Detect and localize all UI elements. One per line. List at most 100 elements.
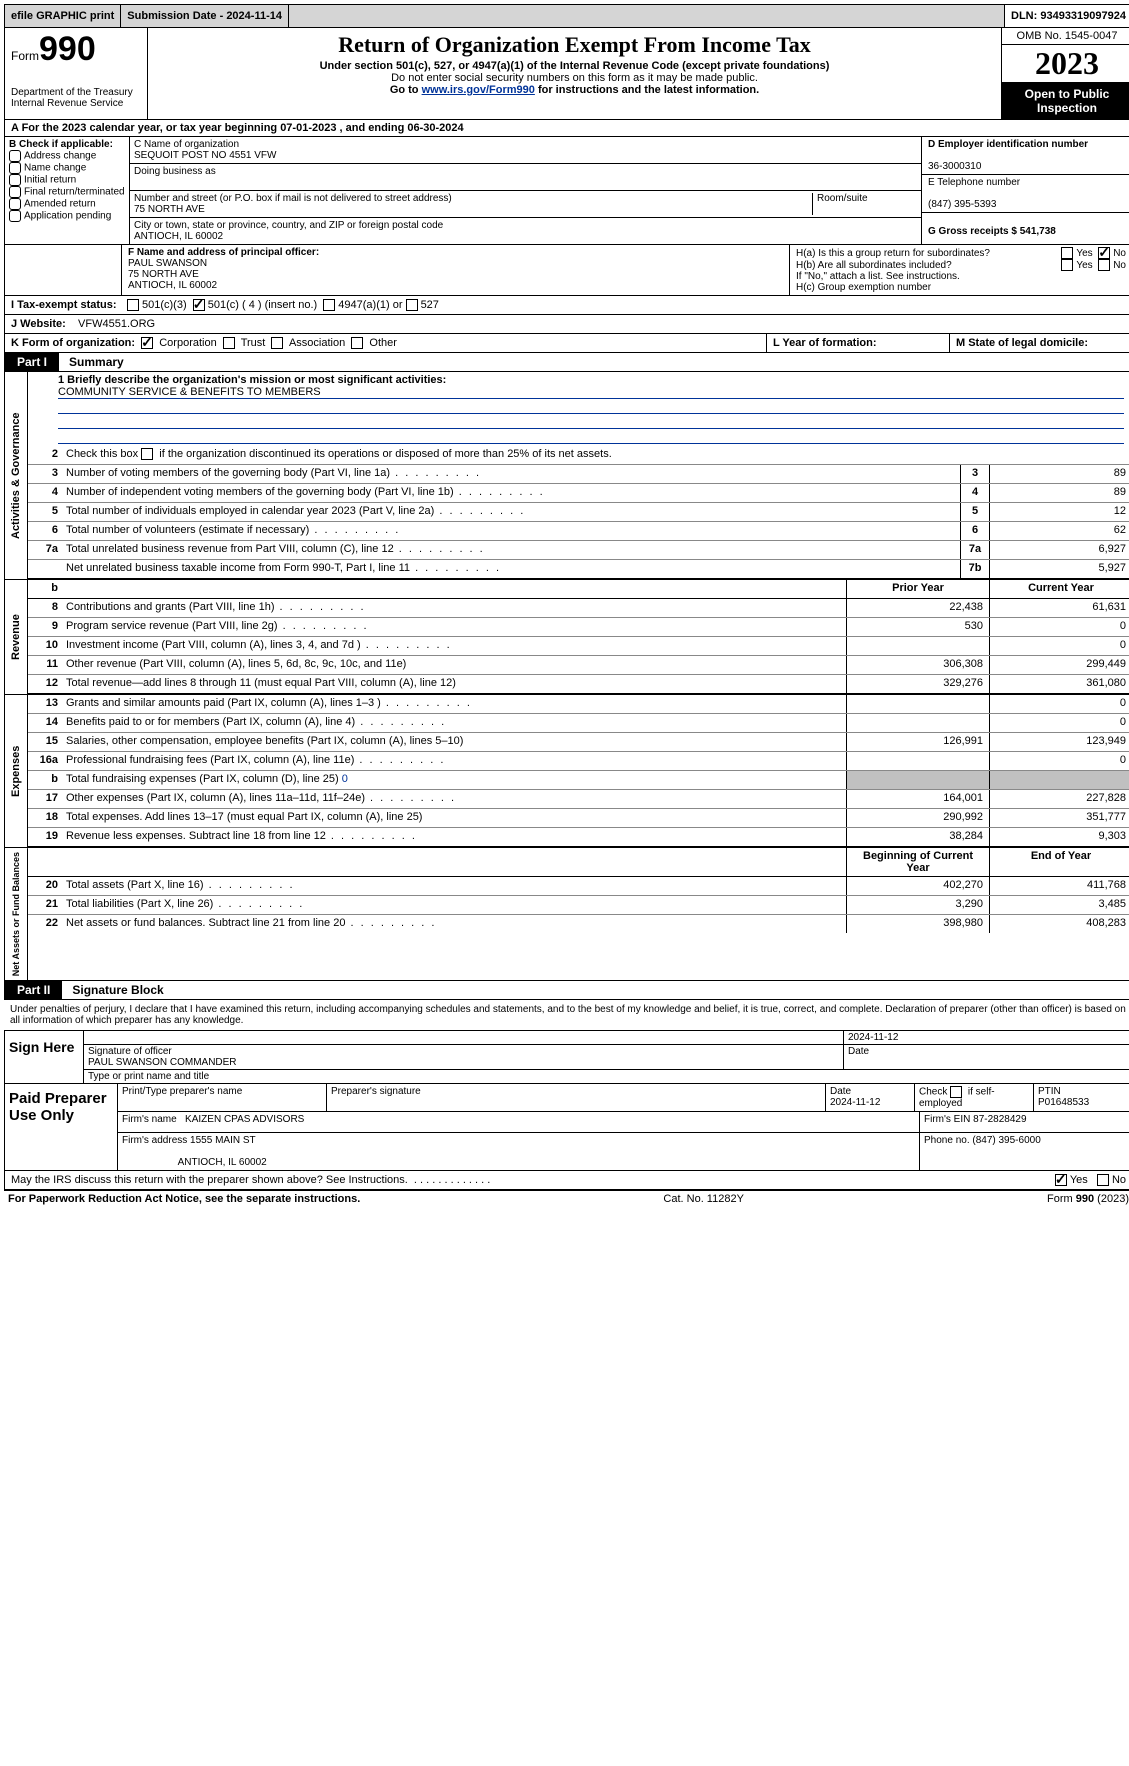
mission-line2	[58, 399, 1124, 414]
l-label: L Year of formation:	[773, 337, 877, 349]
chk-4947[interactable]	[323, 299, 335, 311]
p15: 126,991	[846, 733, 989, 751]
p12: 329,276	[846, 675, 989, 693]
chk-l2[interactable]	[141, 448, 153, 460]
topbar: efile GRAPHIC print Submission Date - 20…	[4, 4, 1129, 28]
lbl-name-change: Name change	[24, 163, 86, 174]
sig-officer-label: Signature of officer	[88, 1046, 172, 1057]
p9: 530	[846, 618, 989, 636]
vtab-expenses: Expenses	[5, 695, 28, 847]
block-b: B Check if applicable: Address change Na…	[5, 137, 130, 244]
i-label: I Tax-exempt status:	[11, 299, 127, 311]
p19: 38,284	[846, 828, 989, 846]
c19: 9,303	[989, 828, 1129, 846]
type-name-label: Type or print name and title	[84, 1070, 1129, 1083]
chk-amended[interactable]	[9, 198, 21, 210]
c13: 0	[989, 695, 1129, 713]
l20: Total assets (Part X, line 16)	[62, 877, 846, 895]
chk-501c[interactable]	[193, 299, 205, 311]
chk-name-change[interactable]	[9, 162, 21, 174]
chk-assoc[interactable]	[271, 337, 283, 349]
discuss-no[interactable]	[1097, 1174, 1109, 1186]
part2-title: Signature Block	[62, 981, 173, 999]
room-label: Room/suite	[817, 193, 868, 204]
block-k: K Form of organization: Corporation Trus…	[5, 334, 766, 352]
c18: 351,777	[989, 809, 1129, 827]
p17: 164,001	[846, 790, 989, 808]
block-h: H(a) Is this a group return for subordin…	[790, 245, 1129, 295]
lbl-app-pending: Application pending	[24, 211, 111, 222]
dln: DLN: 93493319097924	[1005, 5, 1129, 27]
chk-other[interactable]	[351, 337, 363, 349]
prep-firm-addr: Firm's address 1555 MAIN ST ANTIOCH, IL …	[118, 1133, 920, 1170]
current-year-head: Current Year	[989, 580, 1129, 598]
chk-initial-return[interactable]	[9, 174, 21, 186]
block-l: L Year of formation:	[766, 334, 949, 352]
header-right: OMB No. 1545-0047 2023 Open to Public In…	[1002, 28, 1129, 119]
l6: Total number of volunteers (estimate if …	[62, 522, 960, 540]
org-name: SEQUOIT POST NO 4551 VFW	[134, 150, 276, 161]
hb-note: If "No," attach a list. See instructions…	[796, 271, 1126, 282]
c16b	[989, 771, 1129, 789]
l16b-link[interactable]: 0	[342, 773, 348, 785]
ha-no[interactable]	[1098, 247, 1110, 259]
tax-year: 2023	[1002, 45, 1129, 83]
p21: 3,290	[846, 896, 989, 914]
chk-501c3[interactable]	[127, 299, 139, 311]
ha-yes[interactable]	[1061, 247, 1073, 259]
prep-c5: PTINP01648533	[1034, 1084, 1129, 1111]
l5: Total number of individuals employed in …	[62, 503, 960, 521]
officer-city: ANTIOCH, IL 60002	[128, 280, 217, 291]
l13: Grants and similar amounts paid (Part IX…	[62, 695, 846, 713]
sign-date: 2024-11-12	[848, 1032, 898, 1043]
expenses-block: Expenses 13Grants and similar amounts pa…	[4, 695, 1129, 848]
l1-label: 1 Briefly describe the organization's mi…	[58, 374, 446, 386]
lbl-501c: 501(c) ( 4 ) (insert no.)	[208, 299, 317, 311]
part2-header: Part II Signature Block	[4, 981, 1129, 1000]
c21: 3,485	[989, 896, 1129, 914]
hb-yes[interactable]	[1061, 259, 1073, 271]
footer-left: For Paperwork Reduction Act Notice, see …	[8, 1193, 360, 1205]
lbl-corp: Corporation	[159, 337, 216, 349]
chk-corp[interactable]	[141, 337, 153, 349]
m-label: M State of legal domicile:	[956, 337, 1088, 349]
form990-link[interactable]: www.irs.gov/Form990	[422, 84, 535, 96]
c15: 123,949	[989, 733, 1129, 751]
block-f: F Name and address of principal officer:…	[122, 245, 790, 295]
discuss-yes[interactable]	[1055, 1174, 1067, 1186]
form-subtitle-2: Do not enter social security numbers on …	[154, 72, 995, 84]
p16b	[846, 771, 989, 789]
fh-row: F Name and address of principal officer:…	[4, 245, 1129, 296]
vtab-revenue: Revenue	[5, 580, 28, 694]
hb-label: H(b) Are all subordinates included?	[796, 260, 1061, 271]
block-c: C Name of organization SEQUOIT POST NO 4…	[130, 137, 922, 244]
omb-number: OMB No. 1545-0047	[1002, 28, 1129, 45]
l22: Net assets or fund balances. Subtract li…	[62, 915, 846, 933]
hb-no[interactable]	[1098, 259, 1110, 271]
chk-527[interactable]	[406, 299, 418, 311]
vtab-governance: Activities & Governance	[5, 372, 28, 579]
chk-final-return[interactable]	[9, 186, 21, 198]
section-a: A For the 2023 calendar year, or tax yea…	[4, 120, 1129, 137]
efile-print-button[interactable]: efile GRAPHIC print	[5, 5, 121, 27]
footer-mid: Cat. No. 11282Y	[663, 1193, 744, 1205]
sign-here-label: Sign Here	[5, 1031, 84, 1083]
chk-address-change[interactable]	[9, 150, 21, 162]
discuss-row: May the IRS discuss this return with the…	[4, 1171, 1129, 1190]
sign-here-table: Sign Here 2024-11-12 Signature of office…	[4, 1030, 1129, 1084]
irs-label: Internal Revenue Service	[11, 98, 141, 109]
chk-trust[interactable]	[223, 337, 235, 349]
l11: Other revenue (Part VIII, column (A), li…	[62, 656, 846, 674]
c12: 361,080	[989, 675, 1129, 693]
chk-self-employed[interactable]	[950, 1086, 962, 1098]
hc-label: H(c) Group exemption number	[796, 282, 1126, 293]
page-footer: For Paperwork Reduction Act Notice, see …	[4, 1190, 1129, 1207]
chk-app-pending[interactable]	[9, 210, 21, 222]
l15: Salaries, other compensation, employee b…	[62, 733, 846, 751]
website-row: J Website: VFW4551.ORG	[4, 315, 1129, 334]
officer-street: 75 NORTH AVE	[128, 269, 199, 280]
l16a: Professional fundraising fees (Part IX, …	[62, 752, 846, 770]
line-1: 1 Briefly describe the organization's mi…	[28, 372, 1129, 446]
lbl-amended: Amended return	[24, 199, 96, 210]
submission-date: Submission Date - 2024-11-14	[121, 5, 289, 27]
